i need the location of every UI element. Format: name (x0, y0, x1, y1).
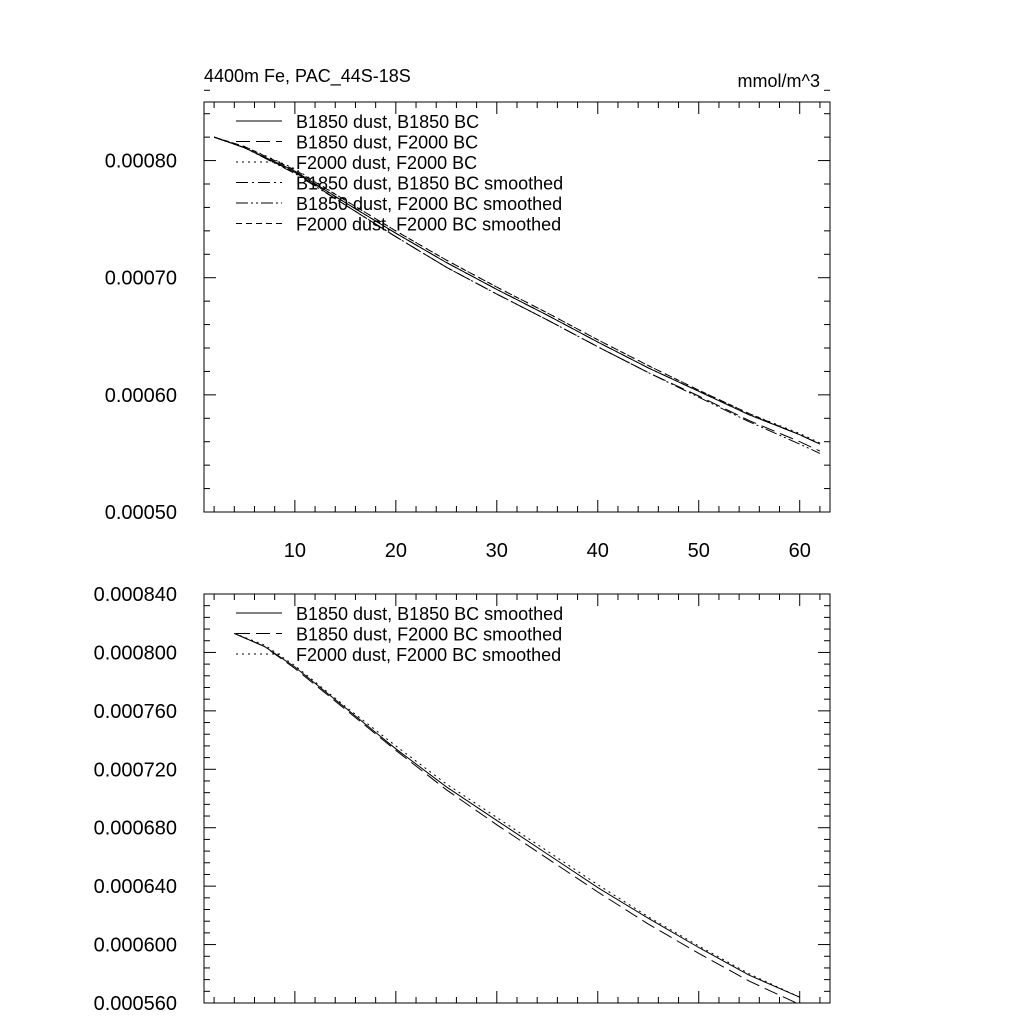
x-tick-label: 40 (587, 540, 609, 562)
legend-label-4: B1850 dust, B1850 BC smoothed (296, 174, 563, 194)
series-line-1 (234, 632, 800, 998)
legend-label-6: F2000 dust, F2000 BC smoothed (296, 215, 561, 235)
legend-label-1: B1850 dust, B1850 BC (296, 112, 479, 132)
series-line-4 (213, 136, 821, 445)
top-panel: 10 20 30 40 50 60 0.00050 0.00060 0.00070 0.00080… (105, 66, 831, 562)
y-tick-label: 0.00060 (105, 385, 177, 407)
chart-title: 4400m Fe, PAC_44S-18S (204, 66, 411, 87)
series-line-2 (234, 632, 800, 1005)
legend-label-5: B1850 dust, F2000 BC smoothed (296, 194, 562, 214)
y-tick-label: 0.000760 (94, 701, 177, 723)
y-tick-label: 0.000560 (94, 993, 177, 1015)
x-tick-label: 20 (385, 540, 407, 562)
x-tick-label: 60 (789, 540, 811, 562)
series-line-6 (213, 136, 821, 445)
y-tick-label: 0.000840 (94, 584, 177, 606)
series-line-5 (213, 136, 821, 454)
x-tick-label: 50 (688, 540, 710, 562)
y-tick-label: 0.000600 (94, 935, 177, 957)
x-tick-label: 30 (486, 540, 508, 562)
y-tick-label: 0.00050 (105, 502, 177, 524)
x-tick-label: 10 (284, 540, 306, 562)
y-tick-label: 0.000680 (94, 818, 177, 840)
bottom-panel: 0.000560 0.000600 0.000640 0.000680 0.000720… (94, 584, 831, 1015)
legend-label-1: B1850 dust, B1850 BC smoothed (296, 604, 563, 624)
y-tick-label: 0.000800 (94, 642, 177, 664)
units-label: mmol/m^3 (738, 71, 820, 91)
legend-label-3: F2000 dust, F2000 BC smoothed (296, 645, 561, 665)
y-tick-label: 0.00080 (105, 151, 177, 173)
legend-label-2: B1850 dust, F2000 BC (296, 133, 478, 153)
y-tick-label: 0.000720 (94, 759, 177, 781)
legend-label-2: B1850 dust, F2000 BC smoothed (296, 625, 562, 645)
y-tick-label: 0.00070 (105, 268, 177, 290)
y-tick-label: 0.000640 (94, 876, 177, 898)
legend-label-3: F2000 dust, F2000 BC (296, 153, 477, 173)
